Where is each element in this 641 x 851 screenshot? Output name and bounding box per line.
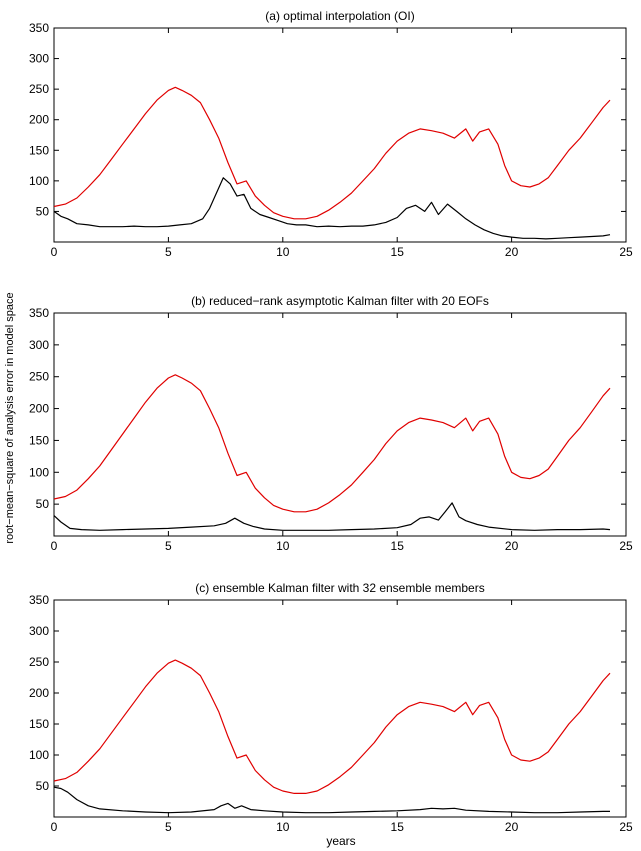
x-tick-label: 15 (391, 820, 405, 834)
panels: (a) optimal interpolation (OI) 0 5 10 15 20 25… (29, 9, 633, 834)
series-line-black (53, 177, 611, 240)
chart-title: (b) reduced−rank asymptotic Kalman filte… (191, 294, 489, 308)
y-tick-label: 350 (29, 593, 49, 607)
chart-panel-1: (b) reduced−rank asymptotic Kalman filte… (29, 294, 633, 553)
x-tick-label: 20 (505, 245, 519, 259)
plot-frame (53, 27, 627, 243)
y-tick-label: 150 (29, 143, 49, 157)
x-tick-label: 10 (276, 539, 290, 553)
y-tick-label: 150 (29, 433, 49, 447)
y-tick-label: 300 (29, 52, 49, 66)
x-tick-label: 25 (619, 820, 633, 834)
y-tick-label: 350 (29, 21, 49, 35)
y-tick-label: 250 (29, 370, 49, 384)
y-tick-label: 250 (29, 82, 49, 96)
x-tick-label: 20 (505, 539, 519, 553)
chart-title: (c) ensemble Kalman filter with 32 ensem… (195, 581, 484, 595)
x-tick-label: 25 (619, 245, 633, 259)
y-tick-label: 150 (29, 717, 49, 731)
series-line-black (53, 786, 610, 814)
x-tick-label: 5 (165, 820, 172, 834)
chart-title: (a) optimal interpolation (OI) (265, 9, 414, 23)
x-tick-label: 0 (51, 539, 58, 553)
y-tick-label: 200 (29, 113, 49, 127)
x-tick-label: 15 (391, 539, 405, 553)
y-tick-label: 250 (29, 655, 49, 669)
series-line-red (53, 86, 611, 220)
x-tick-label: 10 (276, 245, 290, 259)
chart-panel-0: (a) optimal interpolation (OI) 0 5 10 15 20 25… (29, 9, 633, 259)
y-tick-label: 300 (29, 624, 49, 638)
x-tick-label: 15 (391, 245, 405, 259)
y-tick-label: 100 (29, 465, 49, 479)
y-tick-label: 350 (29, 306, 49, 320)
figure-xlabel: years (326, 834, 355, 848)
y-tick-label: 50 (36, 497, 50, 511)
y-tick-label: 50 (36, 779, 50, 793)
y-tick-label: 100 (29, 748, 49, 762)
series-line-red (53, 374, 611, 513)
x-tick-label: 5 (165, 539, 172, 553)
x-tick-label: 0 (51, 245, 58, 259)
chart-panel-2: (c) ensemble Kalman filter with 32 ensem… (29, 581, 633, 834)
y-tick-label: 200 (29, 402, 49, 416)
series-line-black (53, 502, 611, 531)
y-tick-label: 200 (29, 686, 49, 700)
series-line-red (53, 659, 611, 794)
plot-frame (53, 599, 627, 818)
x-tick-label: 10 (276, 820, 290, 834)
x-tick-label: 25 (619, 539, 633, 553)
y-tick-label: 300 (29, 338, 49, 352)
y-tick-label: 50 (36, 204, 50, 218)
x-tick-label: 0 (51, 820, 58, 834)
x-tick-label: 5 (165, 245, 172, 259)
x-tick-label: 20 (505, 820, 519, 834)
plot-frame (53, 312, 627, 537)
y-tick-label: 100 (29, 174, 49, 188)
figure-ylabel: root−mean−square of analysis error in mo… (4, 292, 16, 543)
